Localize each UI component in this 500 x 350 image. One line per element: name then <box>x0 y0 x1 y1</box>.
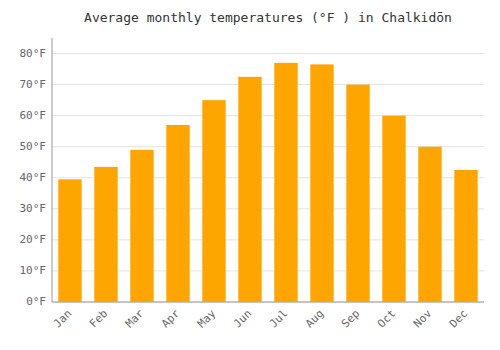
y-axis-line <box>52 38 53 302</box>
bar <box>274 63 297 302</box>
x-tick-label: Jul <box>267 307 290 330</box>
y-tick-label: 0°F <box>26 295 46 308</box>
x-tick-label: Mar <box>123 307 147 331</box>
y-tick-label: 50°F <box>20 140 47 153</box>
bar <box>166 125 189 302</box>
bars <box>58 63 477 302</box>
y-tick-label: 60°F <box>20 109 47 122</box>
y-tick-label: 30°F <box>20 202 47 215</box>
bar <box>310 64 333 302</box>
x-tick-label: Nov <box>411 307 435 331</box>
title: Average monthly temperatures (°F ) in Ch… <box>84 10 452 25</box>
x-tick-label: Jun <box>231 307 254 330</box>
y-tick-label: 70°F <box>20 78 47 91</box>
bar <box>346 85 369 302</box>
x-tick-label: Dec <box>447 307 470 330</box>
x-tick-label: Apr <box>159 307 183 331</box>
x-tick-label: Oct <box>375 307 398 330</box>
grid <box>52 54 484 302</box>
y-tick-label: 80°F <box>20 47 47 60</box>
bar <box>202 100 225 302</box>
x-tick-label: Aug <box>303 307 326 330</box>
x-tick-label: Sep <box>339 307 362 330</box>
bar <box>94 167 117 302</box>
bar <box>454 170 477 302</box>
bar <box>130 150 153 302</box>
x-tick-label: Feb <box>87 307 110 330</box>
chart: 0°F 10°F 20°F 30°F 40°F 50°F 60°F 70°F 80°F Jan Fe… <box>0 0 500 350</box>
y-tick-label: 10°F <box>20 264 47 277</box>
grid-line <box>52 115 484 116</box>
bar <box>418 147 441 302</box>
x-tick-label: May <box>195 307 219 331</box>
y-tick-label: 40°F <box>20 171 47 184</box>
bar <box>238 77 261 302</box>
bar <box>58 179 81 302</box>
grid-line <box>52 84 484 85</box>
y-tick-label: 20°F <box>20 233 47 246</box>
x-tick-label: Jan <box>51 307 74 330</box>
grid-line <box>52 53 484 54</box>
bar <box>382 116 405 302</box>
